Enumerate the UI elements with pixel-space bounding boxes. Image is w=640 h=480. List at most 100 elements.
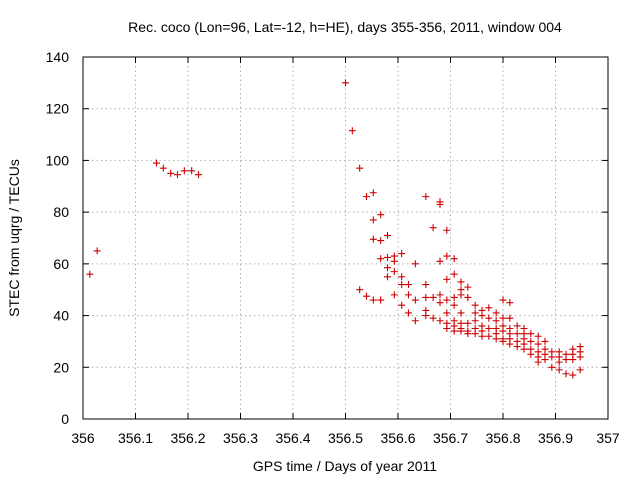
data-point [527, 337, 535, 345]
x-tick-label: 356.1 [118, 430, 153, 446]
data-point [485, 332, 493, 340]
data-point [390, 268, 398, 276]
data-point [555, 366, 563, 374]
y-tick-label: 60 [53, 256, 69, 272]
data-point [471, 301, 479, 309]
data-point [534, 332, 542, 340]
data-point [342, 79, 349, 87]
data-point [562, 370, 570, 378]
data-point [471, 330, 479, 338]
data-point [548, 353, 556, 361]
data-point [411, 317, 419, 325]
x-tick-label: 356.6 [380, 430, 415, 446]
data-point [534, 358, 542, 366]
data-point [405, 291, 412, 299]
data-point [541, 337, 549, 345]
data-point [576, 353, 584, 361]
y-tick-label: 40 [53, 308, 69, 324]
data-point [499, 327, 507, 335]
data-point [499, 337, 507, 345]
data-point [450, 255, 458, 263]
data-point [464, 319, 472, 327]
y-tick-label: 20 [53, 359, 69, 375]
data-point [492, 309, 500, 317]
y-tick-label: 140 [46, 49, 70, 65]
data-point [478, 332, 486, 340]
chart-title: Rec. coco (Lon=96, Lat=-12, h=HE), days … [128, 19, 562, 35]
data-point [443, 309, 451, 317]
data-point [478, 312, 486, 320]
data-point [569, 371, 577, 379]
y-tick-labels: 0 20 40 60 80 100 120 140 [46, 49, 70, 427]
data-point [422, 281, 430, 289]
data-point [436, 200, 444, 208]
data-point [369, 235, 377, 243]
data-point [450, 327, 458, 335]
data-points [86, 79, 584, 379]
data-point [159, 164, 167, 172]
data-point [86, 270, 94, 278]
data-point [485, 304, 493, 312]
y-tick-label: 120 [46, 101, 70, 117]
y-tick-label: 100 [46, 152, 70, 168]
data-point [450, 270, 458, 278]
x-tick-label: 356.3 [223, 430, 258, 446]
data-point [356, 164, 364, 172]
data-point [377, 211, 385, 219]
data-point [174, 171, 181, 179]
data-point [555, 358, 563, 366]
x-tick-label: 356.9 [538, 430, 573, 446]
data-point [363, 193, 370, 201]
x-tick-labels: 356 356.1 356.2 356.3 356.4 356.5 356.6 356.7 35… [71, 430, 620, 446]
data-point [384, 264, 391, 272]
data-point [506, 340, 514, 348]
x-tick-label: 356.8 [485, 430, 520, 446]
data-point [485, 314, 493, 322]
data-point [471, 317, 479, 325]
data-point [499, 314, 507, 322]
data-point [398, 281, 406, 289]
data-point [513, 343, 521, 351]
data-point [398, 250, 406, 258]
data-point [443, 275, 451, 283]
data-point [464, 330, 472, 338]
data-point [436, 257, 444, 265]
data-point [492, 335, 500, 343]
data-point [576, 366, 584, 374]
data-point [377, 237, 385, 245]
data-point [562, 356, 570, 364]
data-point [457, 278, 465, 286]
data-point [527, 330, 535, 338]
data-point [384, 253, 391, 261]
data-point [485, 325, 493, 332]
data-point [384, 273, 391, 281]
data-point [195, 171, 202, 179]
data-point [398, 273, 406, 281]
y-tick-label: 0 [61, 411, 69, 427]
x-tick-label: 356 [71, 430, 95, 446]
data-point [436, 291, 444, 299]
x-tick-label: 356.4 [275, 430, 310, 446]
data-point [513, 322, 521, 330]
data-point [506, 299, 514, 307]
data-point [377, 255, 385, 263]
data-point [450, 301, 458, 309]
data-point [384, 231, 391, 239]
data-point [422, 312, 430, 320]
data-point [443, 252, 451, 260]
data-point [167, 169, 175, 177]
data-point [457, 291, 465, 299]
axis-ticks [82, 56, 609, 420]
data-point [369, 189, 377, 197]
data-point [443, 325, 451, 332]
data-point [422, 193, 430, 201]
data-point [356, 286, 364, 294]
data-point [390, 257, 398, 265]
x-tick-label: 356.7 [433, 430, 468, 446]
data-point [363, 292, 370, 300]
data-point [180, 167, 188, 175]
data-point [93, 247, 101, 255]
data-point [411, 260, 419, 268]
data-point [464, 283, 472, 291]
